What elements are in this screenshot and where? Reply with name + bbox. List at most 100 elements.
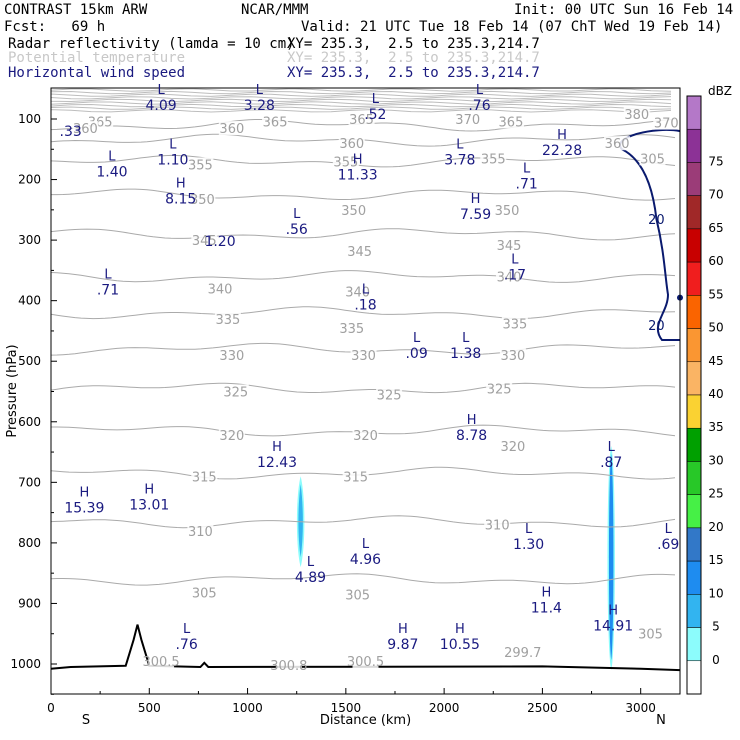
y-tick-label: 1000 (10, 657, 41, 671)
theta-label: 325 (223, 386, 248, 401)
x-tick-label: 500 (138, 701, 161, 715)
theta-label-bg (637, 626, 664, 641)
theta-label-bg (218, 121, 245, 136)
theta-label: 370 (455, 113, 480, 128)
colorbar-label: 50 (708, 321, 723, 335)
wind-extremum-value: .71 (97, 283, 119, 299)
theta-label: 300.5 (142, 655, 179, 670)
theta-label: 335 (215, 313, 240, 328)
wind-extremum-value: 1.10 (157, 152, 188, 168)
wind-extremum-type: L (183, 622, 191, 637)
theta-label: 345 (497, 239, 522, 254)
theta-label-bg (189, 191, 216, 206)
field-reflectivity-name: Radar reflectivity (lamda = 10 cm) (8, 36, 295, 52)
theta-label: 305 (192, 587, 217, 602)
theta-label: 325 (487, 382, 512, 397)
theta-label-bg (344, 587, 371, 602)
wind-extremum-type: L (456, 137, 464, 152)
theta-label: 345 (192, 234, 217, 249)
forecast-hour: Fcst: 69 h (4, 19, 106, 35)
wind-extremum-value: .09 (405, 346, 427, 362)
x-tick-label: 2500 (527, 701, 558, 715)
colorbar-label: 35 (708, 420, 723, 434)
colorbar-swatch (686, 594, 702, 628)
y-tick-label: 200 (18, 173, 41, 187)
theta-top-line (50, 101, 672, 105)
wind-extremum-type: L (413, 331, 421, 346)
theta-label-bg (352, 653, 379, 668)
theta-label-bg (653, 115, 680, 130)
theta-top-line (50, 109, 672, 113)
x-axis-title: Distance (km) (320, 713, 411, 728)
colorbar-frame (686, 95, 702, 695)
theta-label: 365 (263, 115, 288, 130)
theta-label-bg (338, 136, 365, 151)
theta-top-line (50, 106, 672, 110)
wind-extremum-type: L (362, 283, 370, 298)
theta-contour-340 (50, 270, 676, 283)
theta-label: 320 (501, 440, 526, 455)
theta-label-bg (509, 644, 536, 659)
theta-label-bg (218, 348, 245, 363)
theta-label-bg (207, 281, 234, 296)
colorbar-swatch (686, 494, 702, 529)
wind-extremum-value: 3.28 (244, 98, 275, 114)
wind-extremum-value: 12.43 (257, 455, 297, 471)
theta-label: 380 (624, 108, 649, 123)
colorbar-label: 0 (712, 653, 720, 667)
colorbar-swatch (686, 328, 702, 363)
theta-label: 365 (499, 115, 524, 130)
theta-contour-345 (50, 228, 676, 241)
theta-label-bg (342, 469, 369, 484)
theta-label-bg (344, 284, 371, 299)
reflectivity-cell-core (608, 454, 614, 661)
wind-extremum-value: 15.39 (64, 501, 104, 517)
wind-extremum-value: 8.78 (456, 428, 487, 444)
x-tick-label: 3000 (625, 701, 656, 715)
wind-extremum-value: 13.01 (129, 497, 169, 513)
theta-label: 360 (339, 137, 364, 152)
wind-extremum-type: H (541, 585, 551, 600)
x-tick-label: 1000 (232, 701, 263, 715)
wind-extremum-value: .76 (175, 637, 197, 653)
theta-label-bg (187, 523, 214, 538)
theta-label: 310 (485, 519, 510, 534)
y-tick-label: 300 (18, 233, 41, 247)
field-theta-name: Potential temperature (8, 50, 186, 66)
theta-label-bg (495, 237, 522, 252)
theta-label-bg (639, 151, 666, 166)
wind-extremum-type: L (525, 522, 533, 537)
colorbar-label: 25 (708, 487, 723, 501)
theta-top-line (50, 96, 672, 100)
theta-label: 320 (353, 429, 378, 444)
theta-label: 350 (495, 204, 520, 219)
theta-label: 360 (73, 122, 98, 137)
theta-label-bg (376, 387, 403, 402)
wind-extremum-value: 11.4 (531, 600, 562, 616)
theta-label: 340 (345, 286, 370, 301)
x-tick-label: 2000 (429, 701, 460, 715)
north-end-label: N (656, 713, 666, 728)
theta-label: 335 (502, 318, 527, 333)
wind-extremum-value: 7.59 (460, 207, 491, 223)
y-tick-label: 800 (18, 536, 41, 550)
y-tick-label: 600 (18, 415, 41, 429)
init-time: Init: 00 UTC Sun 16 Feb 14 (514, 2, 734, 18)
reflectivity-cell-core (298, 484, 303, 558)
theta-label: 370 (654, 117, 679, 132)
reflectivity-layer (296, 446, 615, 671)
colorbar-label: 15 (708, 553, 723, 567)
axes-layer: 100 200 300 400 500 600 700 800 900 1000 0 500 1000 1… (5, 112, 666, 728)
wind-extremum-type: L (108, 149, 116, 164)
theta-label: 330 (219, 349, 244, 364)
colorbar-swatch (686, 295, 702, 329)
theta-label: 305 (345, 588, 370, 603)
theta-label: 335 (339, 322, 364, 337)
theta-label: 355 (188, 158, 213, 173)
theta-label: 350 (190, 193, 215, 208)
wind-extremum-value: 22.28 (542, 143, 582, 159)
colorbar-swatch (686, 627, 702, 662)
wind-extremum-value: 3.78 (444, 152, 475, 168)
theta-label: 330 (501, 349, 526, 364)
theta-label-bg (191, 469, 218, 484)
